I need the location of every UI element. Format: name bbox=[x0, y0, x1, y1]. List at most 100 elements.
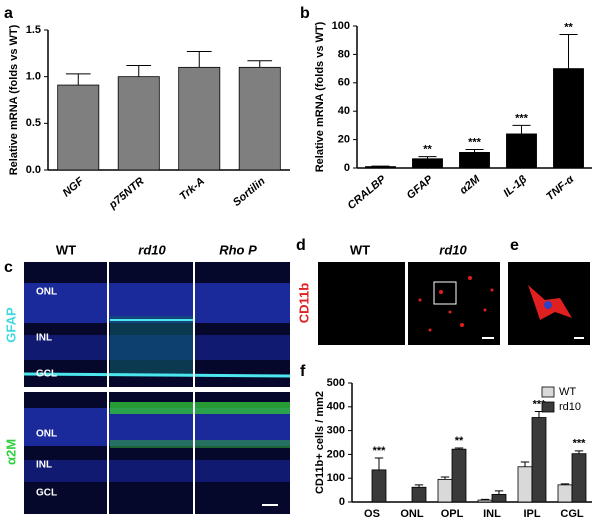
column-header: Rho P bbox=[219, 242, 257, 257]
x-tick-label: CRALBP bbox=[345, 173, 388, 212]
cell bbox=[439, 290, 443, 294]
y-tick-label: 100 bbox=[332, 20, 350, 32]
bar bbox=[117, 76, 160, 171]
y-tick-label: 100 bbox=[327, 472, 345, 484]
bar bbox=[238, 66, 281, 171]
image bbox=[110, 316, 194, 376]
error-bar bbox=[247, 60, 273, 68]
cell bbox=[468, 276, 472, 280]
bar bbox=[178, 66, 221, 171]
legend-swatch bbox=[541, 401, 555, 413]
y-tick-label: 0.5 bbox=[26, 117, 41, 129]
error-bar bbox=[494, 490, 504, 495]
bar bbox=[557, 484, 573, 503]
x-tick-label: OPL bbox=[441, 508, 464, 520]
error-bar bbox=[418, 156, 437, 159]
x-tick-label: CGL bbox=[560, 508, 584, 520]
x-tick-label: OS bbox=[364, 508, 380, 520]
y-tick-label: 60 bbox=[338, 77, 350, 89]
y-tick-label: 500 bbox=[327, 377, 345, 389]
column-header: WT bbox=[56, 242, 76, 257]
panel-label: d bbox=[296, 237, 306, 254]
image bbox=[23, 372, 291, 378]
column-header: rd10 bbox=[439, 242, 467, 257]
y-axis-label: Relative mRNA (folds vs WT) bbox=[8, 24, 20, 175]
bar bbox=[491, 493, 507, 503]
legend-label: rd10 bbox=[559, 401, 581, 413]
inset-box bbox=[433, 281, 457, 305]
x-tick-label: INL bbox=[483, 508, 501, 520]
bar bbox=[517, 466, 533, 503]
significance: ** bbox=[564, 21, 573, 33]
layer-label: GCL bbox=[36, 369, 57, 380]
error-bar bbox=[440, 476, 450, 480]
error-bar bbox=[559, 34, 578, 69]
micrograph-grid bbox=[23, 262, 291, 514]
x-tick-label: IPL bbox=[523, 508, 540, 520]
significance: ** bbox=[423, 144, 432, 156]
image bbox=[24, 460, 290, 482]
layer-label: INL bbox=[36, 333, 52, 344]
error-bar bbox=[560, 483, 570, 485]
cell bbox=[418, 298, 422, 302]
stain-label: α2M bbox=[3, 439, 18, 465]
panel-label: a bbox=[4, 5, 13, 22]
micrograph bbox=[318, 262, 500, 345]
cell bbox=[490, 288, 494, 292]
panel-label: b bbox=[300, 5, 310, 22]
y-tick-label: 1.0 bbox=[26, 71, 41, 83]
error-bar bbox=[520, 461, 530, 467]
column-header: rd10 bbox=[138, 242, 166, 257]
bar bbox=[371, 469, 387, 503]
y-axis-label: Relative mRNA (folds vs WT) bbox=[314, 21, 326, 172]
stain-label: GFAP bbox=[3, 307, 18, 343]
x-tick-label: Trk-A bbox=[177, 175, 207, 203]
panel-label: f bbox=[300, 363, 306, 380]
bar bbox=[437, 478, 453, 503]
error-bar bbox=[534, 411, 544, 418]
x-tick-label: ONL bbox=[400, 508, 424, 520]
significance: *** bbox=[468, 136, 482, 148]
y-tick-label: 0.0 bbox=[26, 164, 41, 176]
nucleus bbox=[544, 301, 552, 309]
panel-label: e bbox=[510, 237, 519, 254]
bar bbox=[531, 417, 547, 503]
cell bbox=[448, 310, 452, 314]
y-tick-label: 300 bbox=[327, 425, 345, 437]
significance: *** bbox=[515, 112, 529, 124]
legend-swatch bbox=[541, 386, 555, 398]
error-bar bbox=[454, 447, 464, 450]
bar bbox=[411, 486, 427, 503]
error-bar bbox=[465, 149, 484, 153]
layer-label: ONL bbox=[36, 429, 57, 440]
bar bbox=[451, 448, 467, 503]
error-bar bbox=[186, 50, 212, 68]
y-tick-label: 0 bbox=[344, 162, 350, 174]
micrograph bbox=[508, 262, 590, 345]
error-bar bbox=[374, 457, 384, 470]
cell bbox=[428, 328, 432, 332]
y-tick-label: 0 bbox=[339, 496, 345, 508]
error-bar bbox=[480, 498, 490, 501]
panel-label: c bbox=[4, 259, 13, 276]
significance: *** bbox=[573, 438, 587, 450]
x-tick-label: Sortilin bbox=[231, 175, 268, 209]
bar bbox=[477, 499, 493, 503]
significance: *** bbox=[373, 445, 387, 457]
x-tick-label: IL-1β bbox=[501, 173, 529, 199]
legend-label: WT bbox=[559, 386, 576, 398]
x-tick-label: p75NTR bbox=[106, 175, 146, 212]
bar bbox=[553, 68, 584, 169]
error-bar bbox=[574, 450, 584, 454]
column-header: WT bbox=[350, 242, 370, 257]
x-tick-label: TNF-α bbox=[544, 173, 577, 203]
image bbox=[110, 402, 290, 414]
error-bar bbox=[65, 73, 91, 86]
image bbox=[110, 440, 290, 448]
error-bar bbox=[414, 484, 424, 488]
x-tick-label: GFAP bbox=[405, 173, 436, 202]
stain-label: CD11b bbox=[296, 283, 311, 324]
y-tick-label: 400 bbox=[327, 401, 345, 413]
